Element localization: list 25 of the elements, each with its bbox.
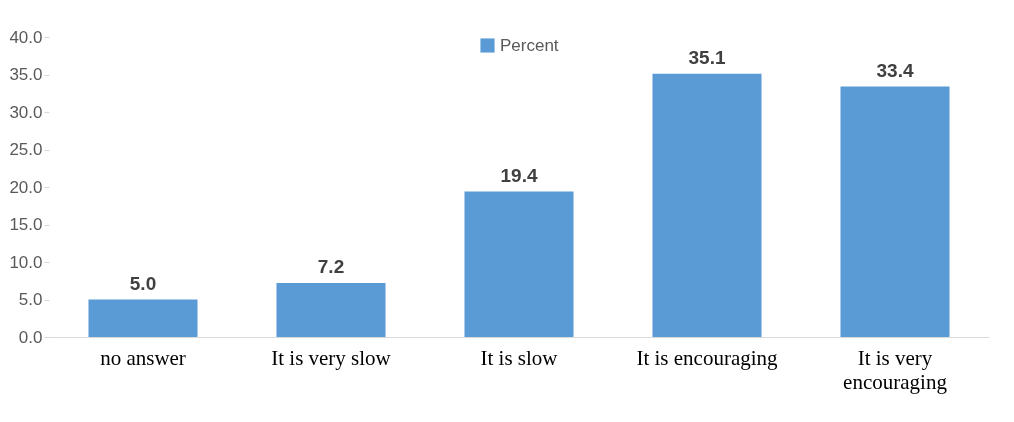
- y-tick-label: 20.0: [9, 177, 43, 197]
- y-tick-label: 0.0: [18, 327, 43, 347]
- data-label: 7.2: [317, 256, 345, 277]
- data-label: 5.0: [129, 272, 157, 294]
- data-label: 33.4: [876, 59, 914, 81]
- y-tick-label: 40.0: [9, 27, 43, 47]
- y-tick-label: 25.0: [9, 140, 43, 159]
- legend-label: Percent: [500, 35, 559, 55]
- x-tick-label: It is very slow: [271, 345, 392, 370]
- y-tick-label: 35.0: [9, 65, 43, 84]
- x-tick-label: It is slow: [480, 345, 559, 370]
- x-tick-label: It is very encouraging: [843, 345, 948, 394]
- y-tick-label: 5.0: [18, 290, 43, 309]
- data-label: 35.1: [688, 46, 726, 68]
- y-tick-label: 15.0: [9, 215, 43, 234]
- bar: [464, 191, 574, 337]
- y-tick-label: 10.0: [9, 252, 43, 272]
- bar: [276, 283, 386, 337]
- bar: [88, 299, 198, 337]
- bar: [840, 86, 950, 337]
- x-tick-label: no answer: [100, 345, 186, 370]
- bar: [652, 73, 762, 337]
- x-tick-label: It is encouraging: [636, 345, 779, 370]
- y-tick-label: 30.0: [9, 102, 43, 122]
- data-label: 19.4: [500, 164, 538, 186]
